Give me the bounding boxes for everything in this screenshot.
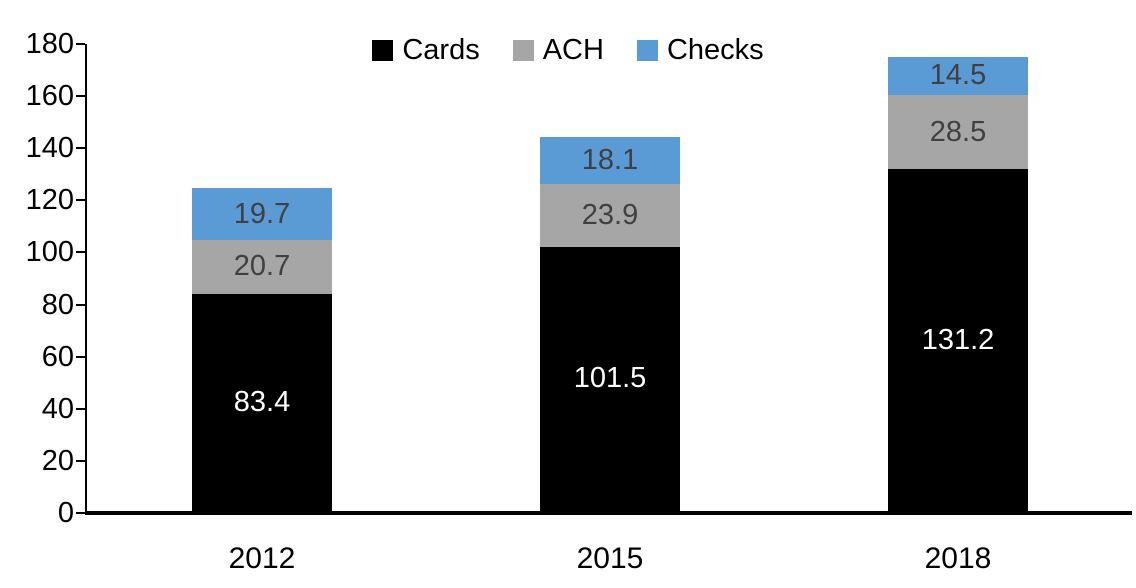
y-axis-tick — [76, 303, 85, 306]
y-axis-tick-label: 60 — [41, 340, 74, 373]
y-axis-tick — [76, 199, 85, 202]
legend-swatch-ach — [512, 40, 534, 61]
y-axis-tick-label: 140 — [25, 132, 74, 165]
legend-label-ach: ACH — [542, 34, 604, 66]
bar-segment-checks — [888, 57, 1028, 95]
legend-swatch-cards — [372, 40, 394, 61]
y-axis-line — [85, 44, 87, 511]
y-axis-tick — [76, 407, 85, 410]
y-axis-tick-label: 0 — [57, 497, 74, 529]
bar-segment-cards — [192, 293, 332, 511]
x-axis-category-label: 2018 — [924, 542, 992, 575]
legend-label-checks: Checks — [666, 34, 764, 66]
legend-item-cards: Cards — [372, 34, 480, 66]
y-axis-tick — [76, 147, 85, 150]
bar-segment-ach — [540, 184, 680, 247]
bar-segment-cards — [888, 169, 1028, 511]
y-axis-tick-label: 160 — [25, 80, 74, 113]
x-axis-category-label: 2012 — [228, 542, 296, 575]
legend-swatch-checks — [636, 40, 658, 61]
legend-label-cards: Cards — [402, 34, 480, 66]
y-axis-tick-label: 20 — [41, 444, 74, 477]
legend-item-checks: Checks — [636, 34, 764, 66]
y-axis-tick-label: 120 — [25, 184, 74, 217]
y-axis-tick-label: 100 — [25, 236, 74, 269]
x-axis-line — [85, 511, 1132, 515]
y-axis-tick — [76, 355, 85, 358]
y-axis-tick-label: 40 — [41, 392, 74, 425]
bar-segment-checks — [540, 137, 680, 185]
legend-item-ach: ACH — [512, 34, 604, 66]
x-axis-category-label: 2015 — [576, 542, 644, 575]
y-axis-tick-label: 180 — [25, 28, 74, 60]
bar-segment-cards — [540, 246, 680, 511]
y-axis-tick — [76, 459, 85, 462]
bar-segment-checks — [192, 188, 332, 240]
y-axis-tick — [76, 43, 85, 45]
bar-segment-ach — [888, 94, 1028, 170]
y-axis-tick-label: 80 — [41, 288, 74, 321]
y-axis-tick — [76, 95, 85, 98]
y-axis-tick — [76, 251, 85, 254]
y-axis-tick — [76, 512, 85, 514]
bar-segment-ach — [192, 239, 332, 294]
